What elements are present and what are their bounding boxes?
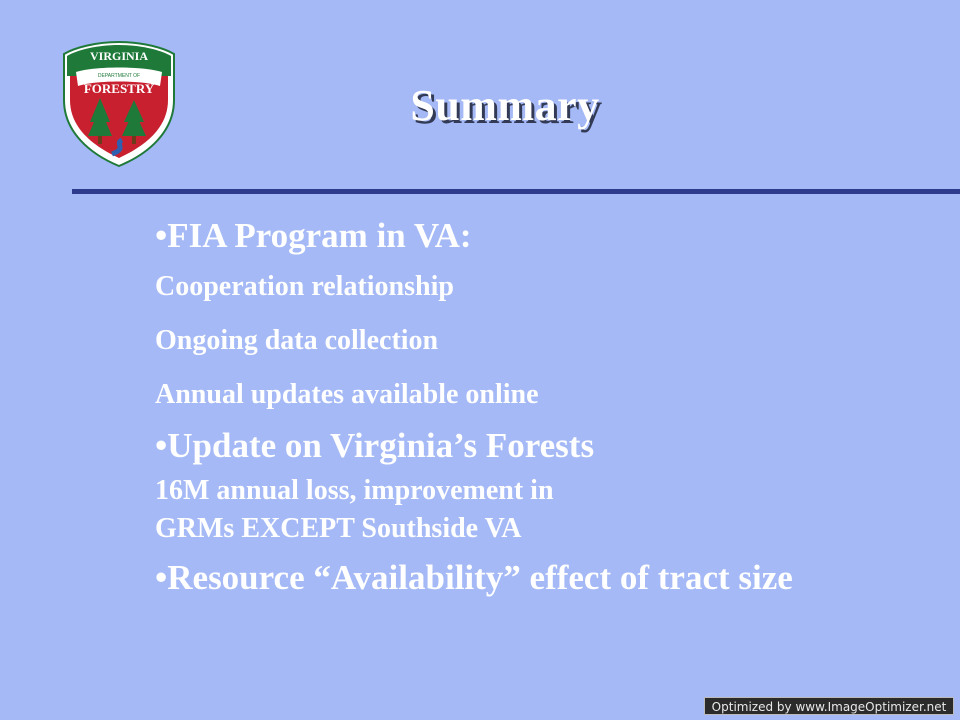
sub-annual-updates: Annual updates available online xyxy=(155,379,539,410)
slide-title: Summary xyxy=(410,81,600,130)
slide-body: •FIA Program in VA: Cooperation relation… xyxy=(155,210,855,602)
virginia-department-of-forestry-logo: VIRGINIA DEPARTMENT OF FORESTRY xyxy=(63,40,175,168)
logo-main-text: FORESTRY xyxy=(84,81,155,96)
bullet-update-forests: •Update on Virginia’s Forests xyxy=(155,426,595,465)
sub-annual-loss-line2: GRMs EXCEPT Southside VA xyxy=(155,513,522,544)
logo-middle-text: DEPARTMENT OF xyxy=(98,73,140,79)
watermark-banner: Optimized by www.ImageOptimizer.net xyxy=(704,697,954,715)
bullet-resource-availability: •Resource “Availability” effect of tract… xyxy=(155,558,793,597)
title-divider xyxy=(72,189,960,194)
sub-cooperation: Cooperation relationship xyxy=(155,271,454,302)
bullet-fia-program: •FIA Program in VA: xyxy=(155,216,472,255)
logo-top-text: VIRGINIA xyxy=(90,49,148,63)
sub-ongoing-data: Ongoing data collection xyxy=(155,325,439,356)
sub-annual-loss-line1: 16M annual loss, improvement in xyxy=(155,475,554,506)
